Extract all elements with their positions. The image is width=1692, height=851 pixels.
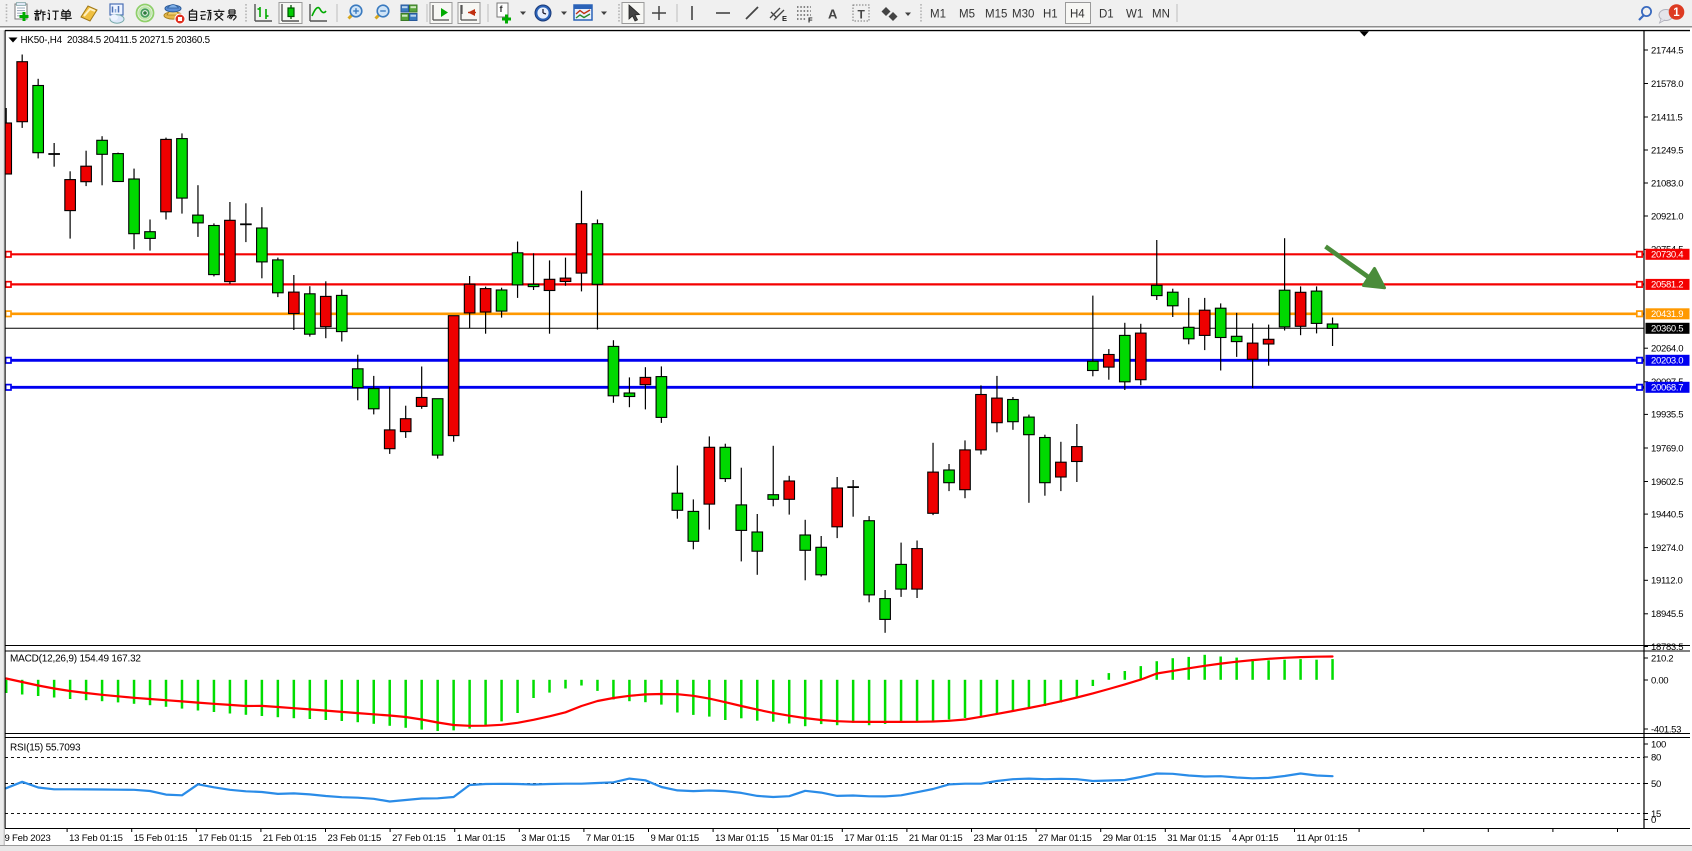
svg-text:19440.5: 19440.5 — [1651, 509, 1683, 520]
svg-text:210.2: 210.2 — [1651, 653, 1673, 664]
svg-text:15 Feb 01:15: 15 Feb 01:15 — [134, 833, 188, 844]
svg-text:M15: M15 — [985, 9, 1007, 21]
svg-text:21 Mar 01:15: 21 Mar 01:15 — [909, 833, 963, 844]
svg-text:M5: M5 — [959, 9, 975, 21]
svg-text:E: E — [782, 14, 787, 23]
svg-text:20360.5: 20360.5 — [1651, 324, 1683, 335]
svg-text:19112.0: 19112.0 — [1651, 576, 1683, 587]
svg-text:7 Mar 01:15: 7 Mar 01:15 — [586, 833, 635, 844]
svg-text:H1: H1 — [1043, 9, 1058, 21]
svg-text:21411.5: 21411.5 — [1651, 112, 1683, 123]
svg-text:13 Feb 01:15: 13 Feb 01:15 — [69, 833, 123, 844]
svg-text:20921.0: 20921.0 — [1651, 211, 1683, 222]
svg-text:27 Feb 01:15: 27 Feb 01:15 — [392, 833, 446, 844]
svg-text:50: 50 — [1651, 779, 1661, 790]
svg-text:23 Feb 01:15: 23 Feb 01:15 — [328, 833, 382, 844]
svg-text:80: 80 — [1651, 752, 1661, 763]
svg-text:19935.5: 19935.5 — [1651, 410, 1683, 421]
svg-text:1 Mar 01:15: 1 Mar 01:15 — [457, 833, 506, 844]
svg-text:23 Mar 01:15: 23 Mar 01:15 — [974, 833, 1028, 844]
svg-text:18945.5: 18945.5 — [1651, 609, 1683, 620]
svg-text:17 Feb 01:15: 17 Feb 01:15 — [198, 833, 252, 844]
svg-text:21578.0: 21578.0 — [1651, 79, 1683, 90]
svg-text:M1: M1 — [930, 9, 946, 21]
svg-text:RSI(15) 55.7093: RSI(15) 55.7093 — [10, 743, 81, 754]
svg-text:A: A — [828, 7, 838, 22]
svg-text:D1: D1 — [1099, 9, 1114, 21]
svg-text:f: f — [500, 4, 504, 14]
svg-text:MN: MN — [1152, 9, 1170, 21]
svg-text:19274.0: 19274.0 — [1651, 543, 1683, 554]
svg-text:20730.4: 20730.4 — [1651, 250, 1683, 261]
svg-text:20581.2: 20581.2 — [1651, 280, 1683, 291]
svg-text:0: 0 — [1651, 815, 1656, 826]
svg-text:29 Mar 01:15: 29 Mar 01:15 — [1103, 833, 1157, 844]
svg-text:20431.9: 20431.9 — [1651, 309, 1683, 320]
svg-text:17 Mar 01:15: 17 Mar 01:15 — [844, 833, 898, 844]
svg-text:-401.53: -401.53 — [1651, 724, 1681, 735]
svg-text:0.00: 0.00 — [1651, 675, 1668, 686]
svg-text:H4: H4 — [1070, 9, 1085, 21]
svg-text:21 Feb 01:15: 21 Feb 01:15 — [263, 833, 317, 844]
svg-text:19602.5: 19602.5 — [1651, 477, 1683, 488]
svg-text:MACD(12,26,9) 154.49 167.32: MACD(12,26,9) 154.49 167.32 — [10, 654, 141, 665]
svg-text:M30: M30 — [1012, 9, 1034, 21]
svg-text:18783.5: 18783.5 — [1651, 642, 1683, 653]
svg-text:100: 100 — [1651, 739, 1666, 750]
svg-text:13 Mar 01:15: 13 Mar 01:15 — [715, 833, 769, 844]
svg-text:19769.0: 19769.0 — [1651, 443, 1683, 454]
svg-text:27 Mar 01:15: 27 Mar 01:15 — [1038, 833, 1092, 844]
svg-text:4 Apr 01:15: 4 Apr 01:15 — [1232, 833, 1278, 844]
svg-text:3 Mar 01:15: 3 Mar 01:15 — [521, 833, 570, 844]
svg-text:T: T — [858, 8, 866, 22]
svg-text:HK50-,H4: HK50-,H4 — [21, 35, 63, 46]
svg-text:1: 1 — [1673, 7, 1680, 19]
svg-text:F: F — [808, 16, 813, 25]
svg-text:20384.5 20411.5 20271.5 20360.: 20384.5 20411.5 20271.5 20360.5 — [67, 35, 211, 46]
svg-text:21083.0: 21083.0 — [1651, 178, 1683, 189]
svg-text:20068.7: 20068.7 — [1651, 383, 1683, 394]
svg-text:20203.0: 20203.0 — [1651, 356, 1683, 367]
svg-text:W1: W1 — [1126, 9, 1143, 21]
svg-text:11 Apr 01:15: 11 Apr 01:15 — [1297, 833, 1348, 844]
svg-text:15 Mar 01:15: 15 Mar 01:15 — [780, 833, 834, 844]
svg-text:31 Mar 01:15: 31 Mar 01:15 — [1167, 833, 1221, 844]
svg-text:21249.5: 21249.5 — [1651, 145, 1683, 156]
svg-text:20264.0: 20264.0 — [1651, 344, 1683, 355]
svg-text:21744.5: 21744.5 — [1651, 45, 1683, 56]
svg-text:15: 15 — [1651, 809, 1661, 820]
svg-text:9 Feb 2023: 9 Feb 2023 — [5, 833, 51, 844]
svg-text:9 Mar 01:15: 9 Mar 01:15 — [651, 833, 700, 844]
